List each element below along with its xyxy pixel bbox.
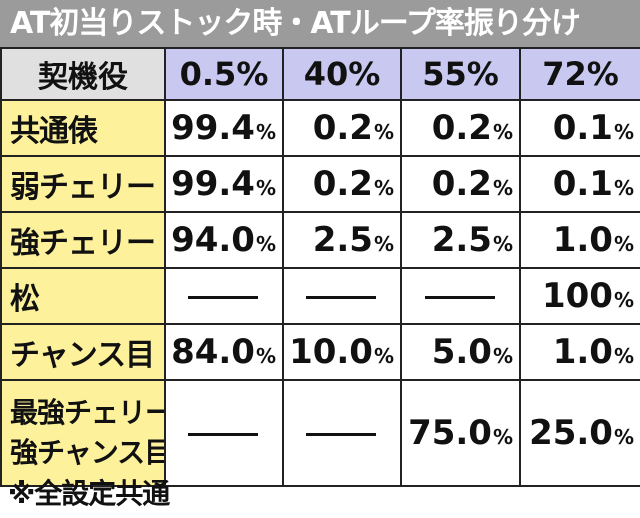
value-cell: 2.5% <box>400 211 521 269</box>
loop-rate-table: 契機役 0.5% 40% 55% 72% 共通俵 99.4% 0.2% 0.2% 0.1… <box>0 47 640 487</box>
table-header-row: 契機役 0.5% 40% 55% 72% <box>0 47 640 101</box>
value-number: 1.0 <box>552 332 613 372</box>
value-number: 94.0 <box>171 220 255 260</box>
row-label: 最強チェリー 強チャンス目 <box>0 379 166 487</box>
dash-mark <box>306 433 376 436</box>
value-number: 0.2 <box>431 164 492 204</box>
percent-sign: % <box>255 120 276 144</box>
value-cell: 0.1% <box>519 99 640 157</box>
percent-sign: % <box>613 120 634 144</box>
percent-sign: % <box>613 344 634 368</box>
value-cell <box>164 267 284 325</box>
percent-sign: % <box>613 232 634 256</box>
value-cell: 99.4% <box>164 99 284 157</box>
value-cell: 5.0% <box>400 323 521 381</box>
value-cell: 99.4% <box>164 155 284 213</box>
value-cell: 1.0% <box>519 211 640 269</box>
value-cell: 0.2% <box>282 155 402 213</box>
table-row: 松 100% <box>0 267 640 325</box>
value-cell: 10.0% <box>282 323 402 381</box>
header-corner-cell: 契機役 <box>0 47 166 101</box>
percent-sign: % <box>255 176 276 200</box>
header-rate-2: 55% <box>400 47 521 101</box>
row-label: 共通俵 <box>0 99 166 157</box>
value-number: 100 <box>541 276 613 316</box>
percent-sign: % <box>492 120 513 144</box>
value-cell: 1.0% <box>519 323 640 381</box>
table-row: チャンス目 84.0% 10.0% 5.0% 1.0% <box>0 323 640 381</box>
percent-sign: % <box>373 344 394 368</box>
percent-sign: % <box>255 232 276 256</box>
row-label: 強チェリー <box>0 211 166 269</box>
value-cell <box>282 267 402 325</box>
value-cell: 0.2% <box>282 99 402 157</box>
dash-mark <box>425 296 495 299</box>
value-number: 2.5 <box>431 220 492 260</box>
row-label: 弱チェリー <box>0 155 166 213</box>
table-row: 最強チェリー 強チャンス目 75.0% 25.0% <box>0 379 640 487</box>
value-number: 10.0 <box>289 332 373 372</box>
value-number: 1.0 <box>552 220 613 260</box>
percent-sign: % <box>373 232 394 256</box>
footnote: ※全設定共通 <box>8 477 170 510</box>
dash-mark <box>188 433 258 436</box>
value-number: 99.4 <box>171 164 255 204</box>
header-rate-0: 0.5% <box>164 47 284 101</box>
value-number: 84.0 <box>171 332 255 372</box>
percent-sign: % <box>492 425 513 449</box>
value-number: 2.5 <box>312 220 373 260</box>
page-title: AT初当りストック時・ATループ率振り分け <box>0 0 640 47</box>
header-rate-1: 40% <box>282 47 402 101</box>
percent-sign: % <box>255 344 276 368</box>
dash-mark <box>188 296 258 299</box>
dash-mark <box>306 296 376 299</box>
row-label: チャンス目 <box>0 323 166 381</box>
percent-sign: % <box>373 176 394 200</box>
row-label: 松 <box>0 267 166 325</box>
percent-sign: % <box>492 232 513 256</box>
value-number: 5.0 <box>431 332 492 372</box>
value-cell: 75.0% <box>400 379 521 487</box>
value-cell: 0.1% <box>519 155 640 213</box>
table-row: 強チェリー 94.0% 2.5% 2.5% 1.0% <box>0 211 640 269</box>
value-cell: 84.0% <box>164 323 284 381</box>
table-row: 弱チェリー 99.4% 0.2% 0.2% 0.1% <box>0 155 640 213</box>
percent-sign: % <box>492 176 513 200</box>
value-number: 0.1 <box>552 164 613 204</box>
value-number: 75.0 <box>408 413 492 453</box>
value-cell: 25.0% <box>519 379 640 487</box>
value-cell: 94.0% <box>164 211 284 269</box>
header-rate-3: 72% <box>519 47 640 101</box>
value-number: 0.2 <box>312 164 373 204</box>
table-row: 共通俵 99.4% 0.2% 0.2% 0.1% <box>0 99 640 157</box>
value-cell: 2.5% <box>282 211 402 269</box>
percent-sign: % <box>613 425 634 449</box>
percent-sign: % <box>373 120 394 144</box>
value-cell <box>282 379 402 487</box>
value-number: 99.4 <box>171 108 255 148</box>
percent-sign: % <box>492 344 513 368</box>
value-cell <box>164 379 284 487</box>
row-label-line: 最強チェリー <box>10 396 165 429</box>
value-number: 25.0 <box>529 413 613 453</box>
value-cell: 0.2% <box>400 99 521 157</box>
value-number: 0.2 <box>431 108 492 148</box>
value-cell: 0.2% <box>400 155 521 213</box>
value-cell <box>400 267 521 325</box>
table-body: 共通俵 99.4% 0.2% 0.2% 0.1% 弱チェリー 99.4% 0.2% 0.2% 0.… <box>0 99 640 487</box>
row-label-line: 強チャンス目 <box>10 436 165 469</box>
value-number: 0.1 <box>552 108 613 148</box>
value-cell: 100% <box>519 267 640 325</box>
percent-sign: % <box>613 176 634 200</box>
percent-sign: % <box>613 288 634 312</box>
value-number: 0.2 <box>312 108 373 148</box>
